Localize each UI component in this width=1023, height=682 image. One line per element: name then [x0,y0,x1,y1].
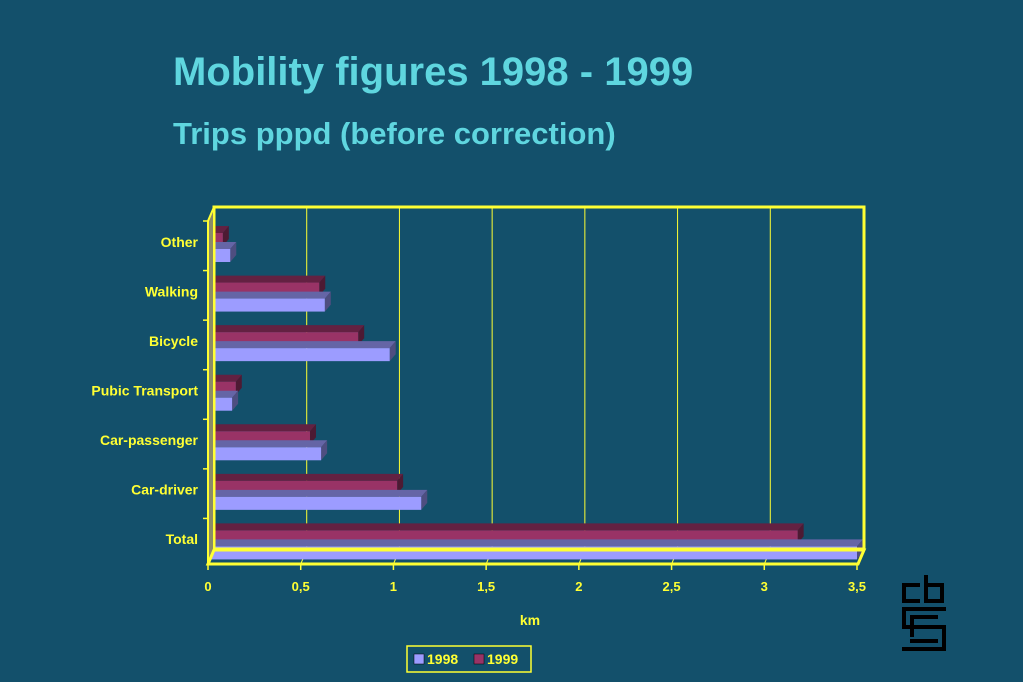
slide-subtitle: Trips pppd (before correction) [173,116,616,151]
x-axis-label: km [520,612,540,628]
x-tick-label: 2,5 [663,579,681,594]
x-tick-label: 1,5 [477,579,495,594]
bar-1998 [208,440,328,461]
bar-1998 [208,291,331,312]
category-label: Car-driver [131,482,198,498]
bar-1998 [208,489,428,510]
legend-box [406,645,532,673]
legend-swatch [413,653,425,665]
chart-labels: 0 0,5 1 1,5 2 2,5 3 3,5 Other Walking Bicycle Pubic… [91,234,866,628]
slide-title: Mobility figures 1998 - 1999 [173,50,694,94]
category-label: Total [166,531,198,547]
grid-lines [300,207,771,565]
x-tick-label: 3 [761,579,768,594]
plot-side-wall [207,206,215,565]
category-label: Car-passenger [100,432,199,448]
category-label: Walking [145,283,198,299]
category-label: Pubic Transport [91,383,198,399]
x-tick-label: 0,5 [292,579,310,594]
chart-axes [203,205,867,570]
legend-entry: 1998 [427,651,458,667]
legend-entry: 1999 [487,651,518,667]
category-label: Other [161,234,199,250]
x-tick-label: 0 [204,579,211,594]
x-tick-label: 2 [575,579,582,594]
category-label: Bicycle [149,333,198,349]
bar-1998 [208,341,396,362]
x-tick-label: 3,5 [848,579,866,594]
plot-floor [205,548,867,566]
x-tick-label: 1 [390,579,397,594]
legend-swatch [473,653,485,665]
chart-legend: 1998 1999 [406,645,532,673]
cbs-logo-icon [902,575,946,651]
